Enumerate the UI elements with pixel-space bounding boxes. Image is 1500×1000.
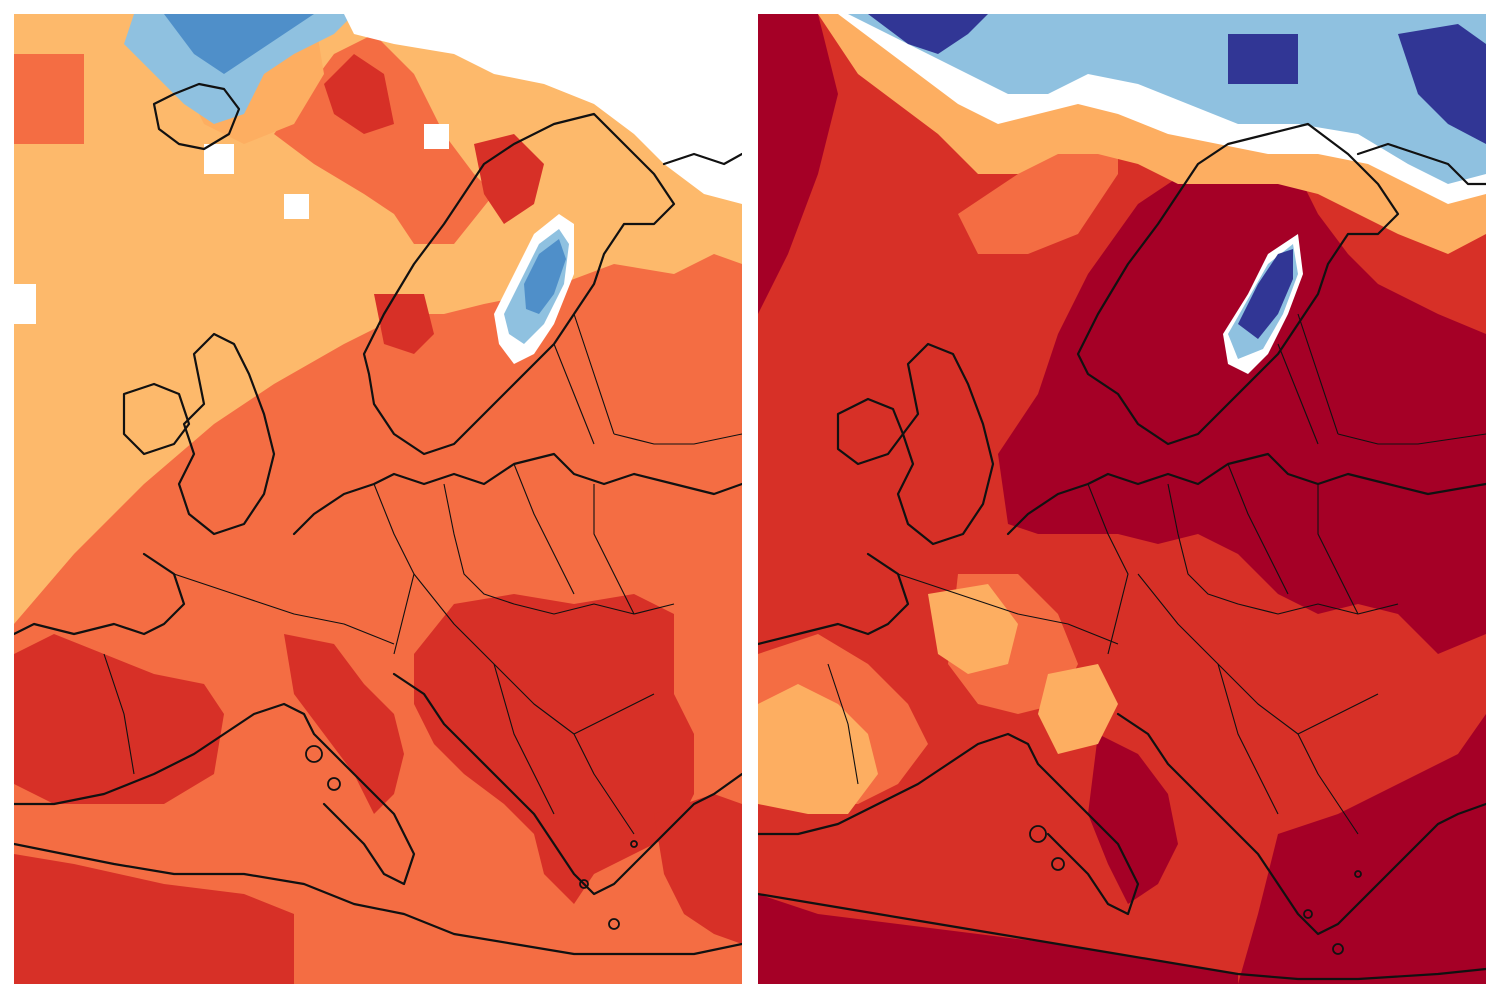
- map-panel-right: [758, 14, 1486, 984]
- country-borders: [827, 313, 1486, 835]
- dark-red-atlantic: [758, 14, 838, 314]
- pale-orange-iberia-coast: [758, 684, 878, 814]
- dark-red-africa: [758, 894, 1238, 984]
- red-balkans: [414, 594, 694, 904]
- pale-orange-alps: [1038, 664, 1118, 754]
- coastline-europe: [14, 82, 742, 956]
- red-lapland: [474, 134, 544, 224]
- red-norway: [374, 294, 434, 354]
- map-svg-left: [14, 14, 742, 984]
- bothnia-navy: [1238, 249, 1293, 339]
- navy-arctic-3: [1398, 24, 1486, 144]
- map-panel-left: [14, 14, 742, 984]
- white-speck-3: [284, 194, 309, 219]
- red-north-sea-patch: [324, 54, 394, 134]
- dark-red-italy: [1088, 734, 1178, 904]
- coastline-europe: [758, 122, 1486, 981]
- navy-arctic: [868, 14, 988, 54]
- bothnia-mid-blue: [524, 239, 566, 314]
- orange-block-west: [14, 54, 84, 144]
- navy-arctic-2: [1228, 34, 1298, 84]
- white-arctic-cap: [344, 14, 742, 204]
- country-borders: [103, 313, 742, 835]
- blue-arctic-dark: [164, 14, 314, 74]
- islands: [305, 745, 638, 930]
- map-svg-right: [758, 14, 1486, 984]
- white-speck-1: [204, 144, 234, 174]
- islands: [1029, 825, 1362, 955]
- red-italy: [284, 634, 404, 814]
- red-iberia: [14, 634, 224, 804]
- light-blue-arctic: [848, 14, 1486, 184]
- blue-arctic-band: [124, 14, 354, 124]
- white-speck-4: [14, 284, 36, 324]
- red-east: [654, 794, 742, 944]
- white-speck-2: [424, 124, 449, 149]
- red-africa: [14, 854, 294, 984]
